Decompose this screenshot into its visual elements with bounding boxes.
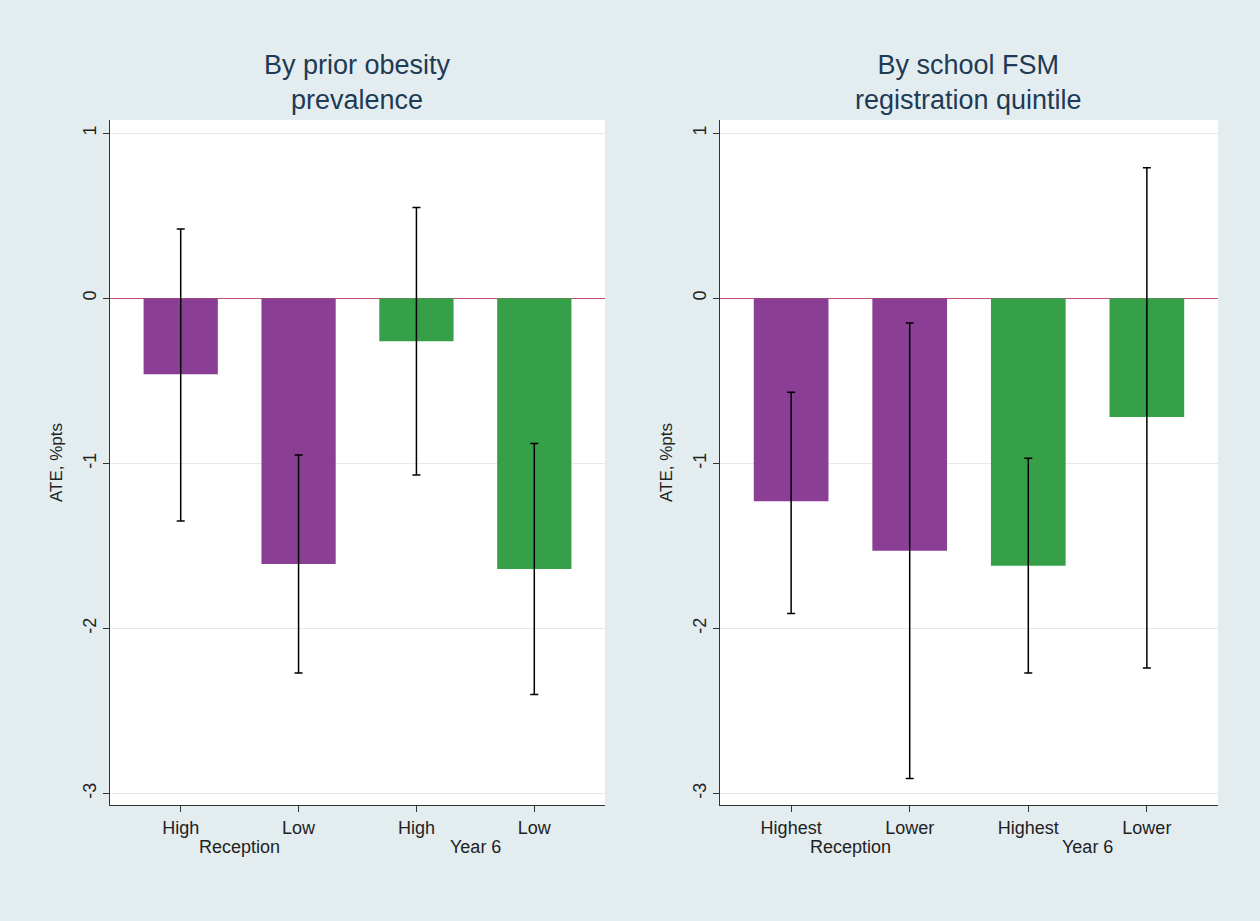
svg-text:Year 6: Year 6 <box>1062 837 1113 857</box>
svg-text:By school FSMregistration quin: By school FSMregistration quintile <box>855 50 1082 115</box>
svg-text:1: 1 <box>80 125 100 135</box>
svg-text:High: High <box>398 818 435 838</box>
svg-text:ATE, %pts: ATE, %pts <box>657 423 676 502</box>
svg-text:-1: -1 <box>80 453 100 469</box>
svg-text:By prior obesityprevalence: By prior obesityprevalence <box>264 50 451 115</box>
svg-text:-2: -2 <box>80 618 100 634</box>
svg-text:Reception: Reception <box>810 837 891 857</box>
svg-text:Highest: Highest <box>998 818 1059 838</box>
svg-text:High: High <box>162 818 199 838</box>
svg-text:-3: -3 <box>80 783 100 799</box>
svg-text:-3: -3 <box>690 783 710 799</box>
svg-text:Low: Low <box>282 818 316 838</box>
svg-text:-1: -1 <box>690 453 710 469</box>
svg-text:0: 0 <box>690 291 710 301</box>
svg-text:Low: Low <box>518 818 552 838</box>
svg-text:Highest: Highest <box>761 818 822 838</box>
svg-text:ATE, %pts: ATE, %pts <box>47 423 66 502</box>
svg-text:Lower: Lower <box>885 818 934 838</box>
svg-text:0: 0 <box>80 291 100 301</box>
svg-text:Lower: Lower <box>1122 818 1171 838</box>
svg-text:Year 6: Year 6 <box>450 837 501 857</box>
svg-text:1: 1 <box>690 125 710 135</box>
svg-text:Reception: Reception <box>199 837 280 857</box>
svg-text:-2: -2 <box>690 618 710 634</box>
